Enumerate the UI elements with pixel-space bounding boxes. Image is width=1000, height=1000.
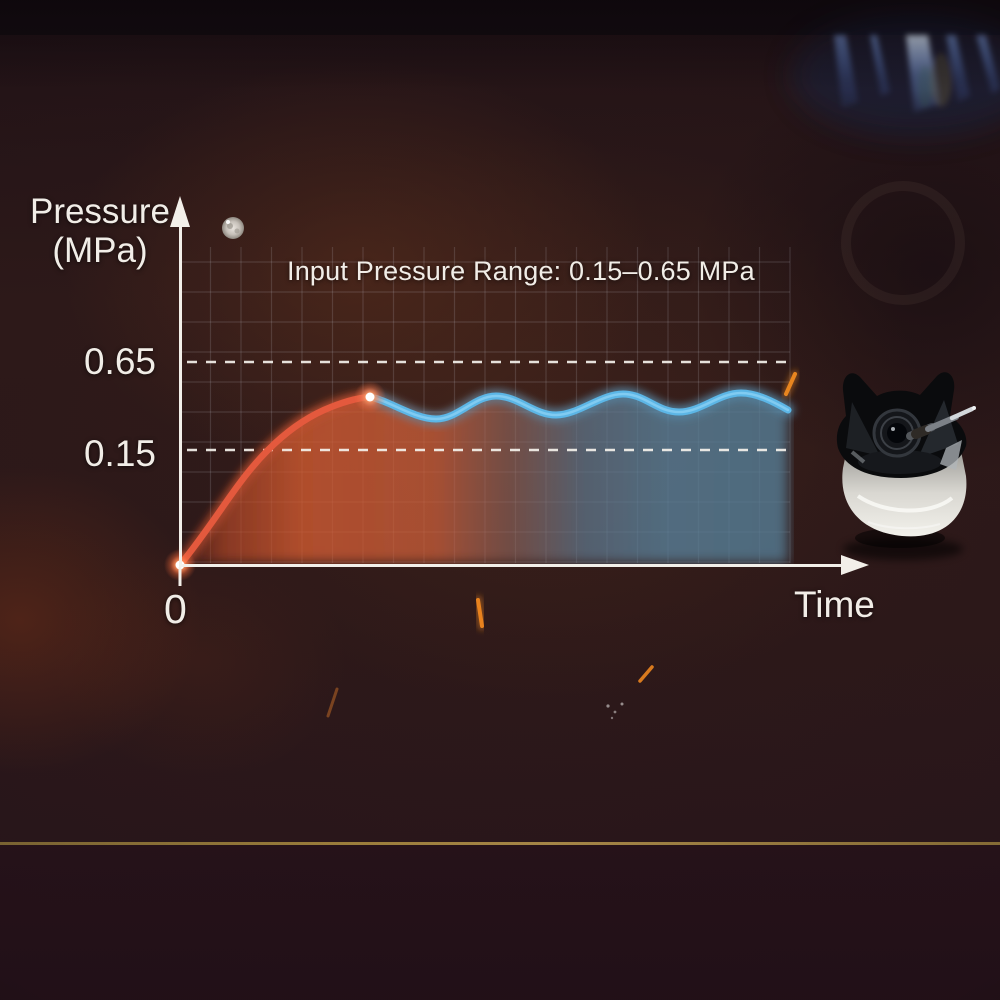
origin-label: 0 [164,586,187,632]
ytick-0-65: 0.65 [83,341,156,382]
y-axis-label-line2: (MPa) [52,231,148,270]
y-axis-label-line1: Pressure [29,192,171,231]
x-axis-label-time: Time [794,584,875,625]
annotation-input-pressure-range: Input Pressure Range: 0.15–0.65 MPa [287,256,755,286]
ytick-0-15: 0.15 [83,433,156,474]
y-axis-label: Pressure (MPa) [22,192,178,270]
